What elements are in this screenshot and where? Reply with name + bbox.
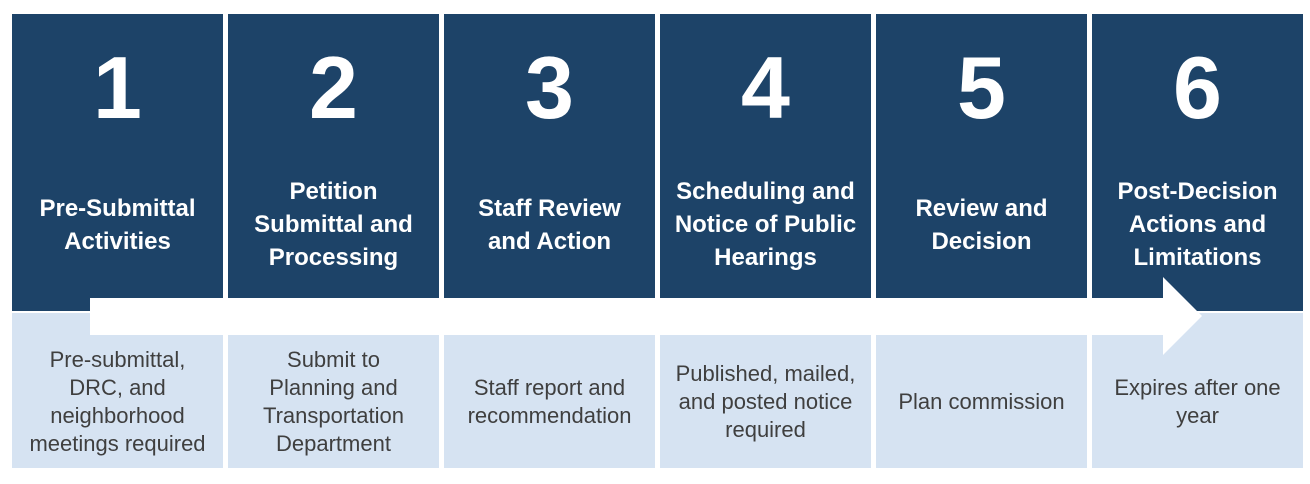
step-4-header-box: 4 Scheduling and Notice of Public Hearin…: [660, 14, 871, 311]
step-3-title-zone: Staff Review and Action: [444, 132, 655, 311]
step-2-description: Submit to Planning and Transportation De…: [262, 346, 405, 456]
step-5-detail-box: Plan commission: [876, 313, 1087, 468]
step-5-description: Plan commission: [898, 388, 1065, 414]
step-1-detail-box: Pre-submittal, DRC, and neighborhood mee…: [12, 313, 223, 468]
step-4-description: Published, mailed, and posted notice req…: [675, 360, 856, 442]
step-detail-row: Pre-submittal, DRC, and neighborhood mee…: [12, 313, 1303, 468]
step-4-detail-box: Published, mailed, and posted notice req…: [660, 313, 871, 468]
step-6-number: 6: [1173, 38, 1222, 137]
step-5-number: 5: [957, 38, 1006, 137]
step-3-description: Staff report and recommendation: [467, 374, 632, 428]
step-5-title: Review and Decision: [915, 194, 1048, 255]
step-6-title: Post-Decision Actions and Limitations: [1117, 178, 1278, 271]
step-6-title-zone: Post-Decision Actions and Limitations: [1092, 132, 1303, 311]
step-5-header-box: 5 Review and Decision: [876, 14, 1087, 311]
step-4-number: 4: [741, 38, 790, 137]
step-3-number: 3: [525, 38, 574, 137]
step-3-header-box: 3 Staff Review and Action: [444, 14, 655, 311]
step-3-detail-box: Staff report and recommendation: [444, 313, 655, 468]
step-4-title: Scheduling and Notice of Public Hearings: [674, 178, 857, 271]
step-1-title-zone: Pre-Submittal Activities: [12, 132, 223, 311]
step-2-title: Petition Submittal and Processing: [254, 178, 413, 271]
step-2-header-box: 2 Petition Submittal and Processing: [228, 14, 439, 311]
step-1-header-box: 1 Pre-Submittal Activities: [12, 14, 223, 311]
step-6-header-box: 6 Post-Decision Actions and Limitations: [1092, 14, 1303, 311]
step-3-title: Staff Review and Action: [478, 194, 621, 255]
step-4-title-zone: Scheduling and Notice of Public Hearings: [660, 132, 871, 311]
step-1-title: Pre-Submittal Activities: [39, 194, 196, 255]
step-1-description: Pre-submittal, DRC, and neighborhood mee…: [29, 346, 206, 456]
step-header-row: 1 Pre-Submittal Activities 2 Petition Su…: [12, 14, 1303, 311]
step-5-title-zone: Review and Decision: [876, 132, 1087, 311]
step-6-detail-box: Expires after one year: [1092, 313, 1303, 468]
step-2-number: 2: [309, 38, 358, 137]
step-1-number: 1: [93, 38, 142, 137]
step-2-detail-box: Submit to Planning and Transportation De…: [228, 313, 439, 468]
step-6-description: Expires after one year: [1114, 374, 1281, 428]
step-2-title-zone: Petition Submittal and Processing: [228, 132, 439, 311]
